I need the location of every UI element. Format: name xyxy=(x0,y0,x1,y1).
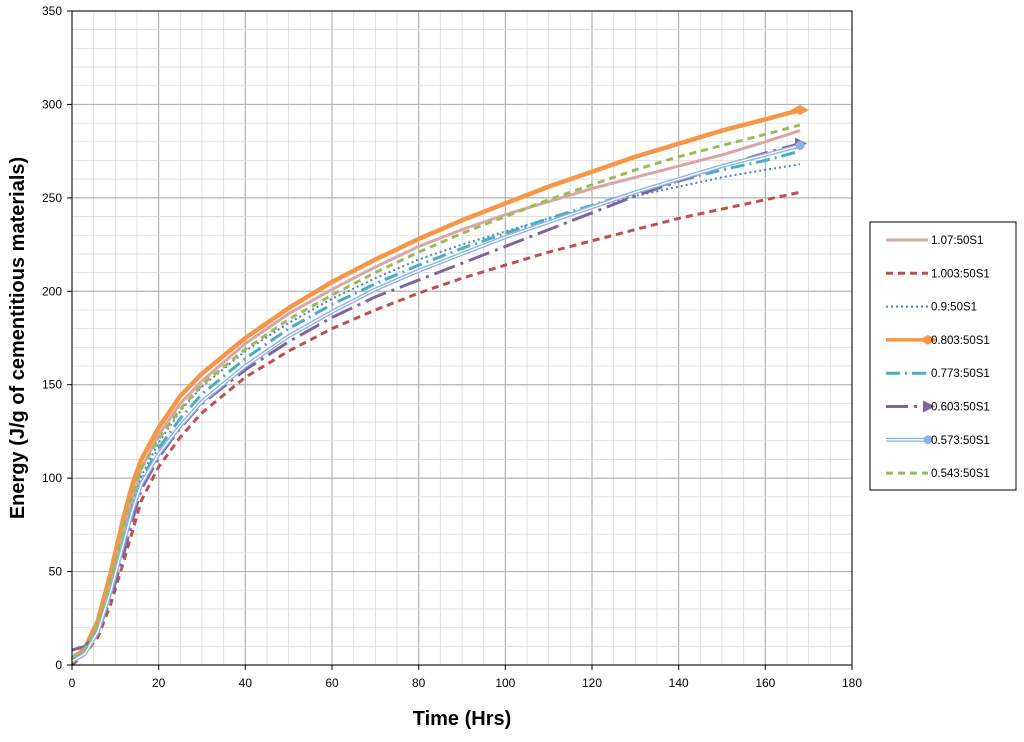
legend-label: 1.07:50S1 xyxy=(931,235,983,247)
series-line xyxy=(71,123,801,659)
series-0.573:50S1 xyxy=(71,141,805,663)
y-tick-label: 100 xyxy=(42,471,62,485)
legend-box xyxy=(869,221,1017,491)
legend-item: 1.003:50S1 xyxy=(886,268,990,280)
legend-item: 0.803:50S1 xyxy=(886,334,990,347)
x-tick-label: 160 xyxy=(755,676,775,690)
legend-label: 0.9:50S1 xyxy=(931,302,977,314)
legend-label: 0.803:50S1 xyxy=(931,335,990,347)
legend-item: 0.543:50S1 xyxy=(886,468,990,480)
chart-legend: 1.07:50S1 1.003:50S1 0.9:50S1 0.803:50S1 0.7… xyxy=(869,221,1017,491)
series-end-marker-diamond xyxy=(919,334,937,345)
legend-item: 0.603:50S1 xyxy=(886,400,990,414)
y-tick-label: 0 xyxy=(55,658,62,672)
x-tick-label: 180 xyxy=(842,676,862,690)
y-tick-label: 50 xyxy=(49,565,63,579)
legend-label: 0.603:50S1 xyxy=(931,402,990,414)
legend-item: 0.573:50S1 xyxy=(886,435,990,447)
x-tick-label: 0 xyxy=(69,676,76,690)
series-line xyxy=(71,129,801,661)
legend-label: 0.773:50S1 xyxy=(931,368,990,380)
x-axis-title: Time (Hrs) xyxy=(413,708,512,730)
x-tick-label: 60 xyxy=(325,676,339,690)
series-line xyxy=(71,142,801,652)
x-tick-label: 80 xyxy=(412,676,426,690)
chart-grid xyxy=(71,10,853,666)
series-end-marker-triangle xyxy=(923,400,935,413)
legend-item: 0.9:50S1 xyxy=(886,302,977,314)
y-tick-label: 350 xyxy=(42,4,62,18)
x-tick-label: 100 xyxy=(495,676,515,690)
x-tick-label: 120 xyxy=(582,676,602,690)
y-tick-label: 150 xyxy=(42,378,62,392)
x-tick-label: 140 xyxy=(669,676,689,690)
series-end-marker-circle xyxy=(795,141,805,151)
legend-label: 0.543:50S1 xyxy=(931,468,990,480)
series-line xyxy=(70,107,801,662)
series-line xyxy=(71,190,801,667)
legend-label: 1.003:50S1 xyxy=(931,268,990,280)
series-line-inner xyxy=(71,144,801,662)
series-1.07:50S1 xyxy=(71,129,801,661)
series-1.003:50S1 xyxy=(71,190,801,667)
series-end-marker-circle xyxy=(923,435,933,445)
x-tick-label: 40 xyxy=(239,676,253,690)
legend-label: 0.573:50S1 xyxy=(931,435,990,447)
y-axis-ticks: 0 50 100 150 200 250 300 350 xyxy=(42,4,72,672)
x-tick-label: 20 xyxy=(152,676,166,690)
series-0.543:50S1 xyxy=(71,123,801,659)
series-end-marker-diamond xyxy=(791,105,809,116)
y-tick-label: 200 xyxy=(42,284,62,298)
y-tick-label: 300 xyxy=(42,97,62,111)
chart-series-layer xyxy=(70,105,809,667)
series-0.803:50S1 xyxy=(70,105,809,662)
legend-item: 1.07:50S1 xyxy=(886,235,983,247)
y-axis-title: Energy (J/g of cementitious materials) xyxy=(7,157,29,519)
legend-item: 0.773:50S1 xyxy=(886,368,990,380)
x-axis-ticks: 0 20 40 60 80 100 120 140 160 180 xyxy=(69,665,862,690)
plot-area-frame xyxy=(71,10,853,666)
y-tick-label: 250 xyxy=(42,191,62,205)
